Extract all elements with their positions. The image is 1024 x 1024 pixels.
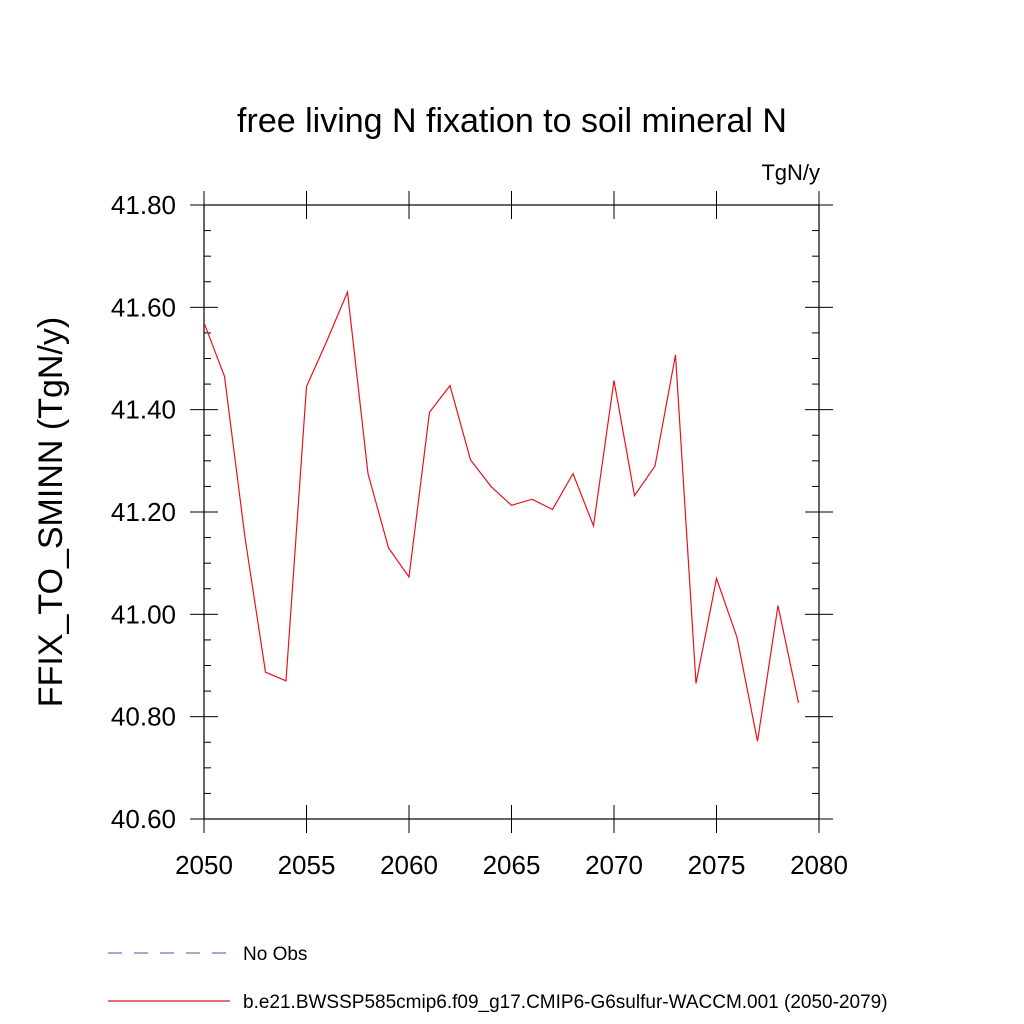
y-tick-label: 41.40 [111,395,176,425]
x-tick-label: 2080 [790,850,848,880]
plot-frame [203,204,820,820]
y-tick-label: 41.80 [111,190,176,220]
legend: No Obs b.e21.BWSSP585cmip6.f09_g17.CMIP6-… [108,944,888,1013]
y-tick-label: 41.00 [111,599,176,629]
chart-title: free living N fixation to soil mineral N [237,102,787,140]
series-group [203,289,800,742]
y-axis-label: FFIX_TO_SMINN (TgN/y) [32,317,70,707]
y-tick-label: 41.60 [111,292,176,322]
x-tick-label: 2065 [483,850,541,880]
x-tick-label: 2055 [278,850,336,880]
units-label: TgN/y [761,160,820,185]
legend-label: No Obs [243,944,307,965]
y-tick-label: 40.60 [111,804,176,834]
legend-label: b.e21.BWSSP585cmip6.f09_g17.CMIP6-G6sulf… [243,992,888,1013]
axis-ticks: 2050 2055 2060 2065 2070 2075 2080 40.60 40.80 41… [111,190,848,880]
y-tick-label: 41.20 [111,497,176,527]
y-tick-label: 40.80 [111,702,176,732]
x-tick-label: 2060 [380,850,438,880]
series-line [203,289,800,742]
x-tick-label: 2050 [175,850,233,880]
x-tick-label: 2070 [585,850,643,880]
x-tick-label: 2075 [688,850,746,880]
